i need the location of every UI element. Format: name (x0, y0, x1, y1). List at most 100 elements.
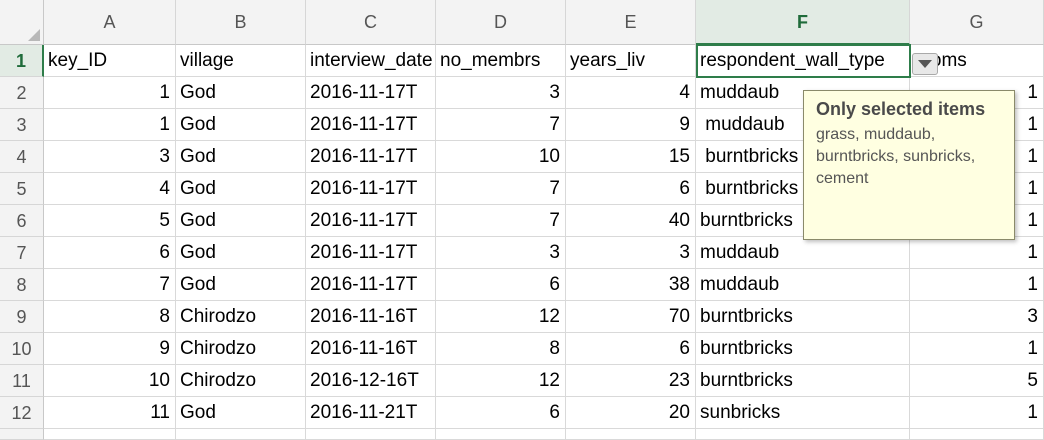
table-cell[interactable]: 3 (44, 141, 176, 173)
table-cell[interactable]: 6 (566, 333, 696, 365)
row-header-12[interactable]: 12 (0, 397, 44, 429)
table-cell[interactable]: 5 (910, 365, 1044, 397)
table-cell[interactable]: 3 (436, 237, 566, 269)
table-cell[interactable]: God (176, 397, 306, 429)
empty-cell[interactable] (566, 429, 696, 440)
table-cell[interactable]: Chirodzo (176, 365, 306, 397)
row-header-partial[interactable] (0, 429, 44, 440)
table-cell[interactable]: 8 (436, 333, 566, 365)
table-cell[interactable]: 2016-11-17T (306, 269, 436, 301)
table-cell[interactable]: 10 (44, 365, 176, 397)
table-cell[interactable]: 1 (44, 77, 176, 109)
table-cell[interactable]: 9 (44, 333, 176, 365)
table-cell[interactable]: muddaub (696, 269, 910, 301)
column-header-d[interactable]: D (436, 0, 566, 45)
column-header-g[interactable]: G (910, 0, 1044, 45)
table-cell[interactable]: God (176, 205, 306, 237)
table-cell[interactable]: God (176, 77, 306, 109)
table-cell[interactable]: God (176, 173, 306, 205)
table-cell[interactable]: 1 (44, 109, 176, 141)
row-header-8[interactable]: 8 (0, 269, 44, 301)
column-header-b[interactable]: B (176, 0, 306, 45)
table-cell[interactable]: 7 (436, 173, 566, 205)
empty-cell[interactable] (306, 429, 436, 440)
table-cell[interactable]: burntbricks (696, 301, 910, 333)
row-header-10[interactable]: 10 (0, 333, 44, 365)
column-header-a[interactable]: A (44, 0, 176, 45)
table-cell[interactable]: sunbricks (696, 397, 910, 429)
table-cell[interactable]: God (176, 141, 306, 173)
header-cell-c[interactable]: interview_date (306, 45, 436, 77)
row-header-9[interactable]: 9 (0, 301, 44, 333)
column-header-e[interactable]: E (566, 0, 696, 45)
empty-cell[interactable] (436, 429, 566, 440)
table-cell[interactable]: 3 (910, 301, 1044, 333)
row-header-2[interactable]: 2 (0, 77, 44, 109)
table-cell[interactable]: 6 (436, 269, 566, 301)
table-cell[interactable]: 2016-11-17T (306, 173, 436, 205)
table-cell[interactable]: 2016-11-17T (306, 237, 436, 269)
empty-cell[interactable] (696, 429, 910, 440)
row-header-4[interactable]: 4 (0, 141, 44, 173)
header-cell-e[interactable]: years_liv (566, 45, 696, 77)
column-header-f[interactable]: F (696, 0, 910, 45)
table-cell[interactable]: 38 (566, 269, 696, 301)
table-cell[interactable]: 2016-11-17T (306, 141, 436, 173)
table-cell[interactable]: God (176, 237, 306, 269)
table-cell[interactable]: 1 (910, 397, 1044, 429)
table-cell[interactable]: 1 (910, 269, 1044, 301)
header-cell-b[interactable]: village (176, 45, 306, 77)
table-cell[interactable]: Chirodzo (176, 333, 306, 365)
empty-cell[interactable] (44, 429, 176, 440)
table-cell[interactable]: 3 (566, 237, 696, 269)
table-cell[interactable]: 2016-12-16T (306, 365, 436, 397)
filter-dropdown-button[interactable] (912, 53, 938, 75)
table-cell[interactable]: 1 (910, 237, 1044, 269)
row-header-7[interactable]: 7 (0, 237, 44, 269)
table-cell[interactable]: 15 (566, 141, 696, 173)
table-cell[interactable]: God (176, 269, 306, 301)
table-cell[interactable]: 70 (566, 301, 696, 333)
table-cell[interactable]: 2016-11-17T (306, 109, 436, 141)
table-cell[interactable]: God (176, 109, 306, 141)
table-cell[interactable]: 2016-11-16T (306, 333, 436, 365)
select-all-corner[interactable] (0, 0, 44, 45)
table-cell[interactable]: 2016-11-17T (306, 205, 436, 237)
table-cell[interactable]: 8 (44, 301, 176, 333)
row-header-5[interactable]: 5 (0, 173, 44, 205)
table-cell[interactable]: burntbricks (696, 333, 910, 365)
table-cell[interactable]: 6 (44, 237, 176, 269)
table-cell[interactable]: 2016-11-16T (306, 301, 436, 333)
table-cell[interactable]: 23 (566, 365, 696, 397)
table-cell[interactable]: 9 (566, 109, 696, 141)
table-cell[interactable]: 7 (436, 205, 566, 237)
empty-cell[interactable] (176, 429, 306, 440)
table-cell[interactable]: 11 (44, 397, 176, 429)
row-header-1[interactable]: 1 (0, 45, 44, 77)
table-cell[interactable]: Chirodzo (176, 301, 306, 333)
table-cell[interactable]: 2016-11-17T (306, 77, 436, 109)
table-cell[interactable]: 2016-11-21T (306, 397, 436, 429)
header-cell-a[interactable]: key_ID (44, 45, 176, 77)
table-cell[interactable]: 6 (436, 397, 566, 429)
table-cell[interactable]: burntbricks (696, 365, 910, 397)
table-cell[interactable]: 1 (910, 333, 1044, 365)
table-cell[interactable]: 6 (566, 173, 696, 205)
column-header-c[interactable]: C (306, 0, 436, 45)
table-cell[interactable]: 20 (566, 397, 696, 429)
header-cell-d[interactable]: no_membrs (436, 45, 566, 77)
table-cell[interactable]: 4 (566, 77, 696, 109)
table-cell[interactable]: 12 (436, 301, 566, 333)
table-cell[interactable]: 40 (566, 205, 696, 237)
table-cell[interactable]: muddaub (696, 237, 910, 269)
row-header-3[interactable]: 3 (0, 109, 44, 141)
table-cell[interactable]: 5 (44, 205, 176, 237)
table-cell[interactable]: 7 (44, 269, 176, 301)
empty-cell[interactable] (910, 429, 1044, 440)
table-cell[interactable]: 4 (44, 173, 176, 205)
table-cell[interactable]: 12 (436, 365, 566, 397)
row-header-6[interactable]: 6 (0, 205, 44, 237)
table-cell[interactable]: 10 (436, 141, 566, 173)
row-header-11[interactable]: 11 (0, 365, 44, 397)
table-cell[interactable]: 7 (436, 109, 566, 141)
